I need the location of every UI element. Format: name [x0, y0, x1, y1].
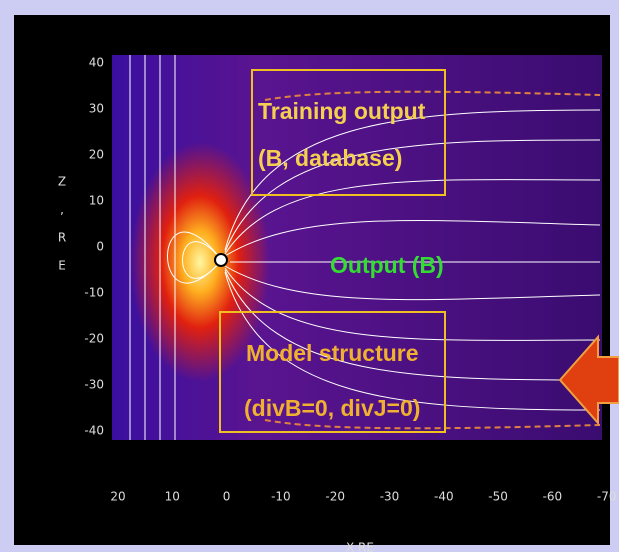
- model-text: Model structure: [246, 340, 419, 366]
- x-label: X RE: [346, 541, 374, 552]
- y-label: ,: [60, 203, 64, 217]
- slide: 40 30 20 10 0 -10 -20 -30 -40 20 10 0 -10 -20 -30 -40 -5…: [0, 0, 619, 552]
- training-text: (B, database): [258, 145, 402, 171]
- model-text: (divB=0, divJ=0): [244, 395, 420, 421]
- y-label: Z: [58, 175, 66, 189]
- y-tick-label: 0: [96, 240, 104, 254]
- x-tick-label: -40: [434, 490, 454, 504]
- x-tick-label: 20: [110, 490, 125, 504]
- y-tick-label: 10: [89, 194, 104, 208]
- y-label: E: [58, 259, 66, 273]
- y-tick-label: 40: [89, 56, 104, 70]
- x-tick-label: -20: [325, 490, 345, 504]
- x-tick-label: -60: [543, 490, 563, 504]
- x-tick-label: 0: [223, 490, 231, 504]
- earth: [215, 254, 227, 266]
- y-tick-label: -30: [84, 378, 104, 392]
- y-tick-label: -20: [84, 332, 104, 346]
- y-tick-label: -10: [84, 286, 104, 300]
- training-text: Training output: [258, 98, 426, 124]
- x-tick-label: -50: [488, 490, 508, 504]
- y-label: R: [58, 231, 66, 245]
- y-tick-label: 20: [89, 148, 104, 162]
- output-text: Output (B): [330, 252, 444, 278]
- x-tick-label: -70: [597, 490, 617, 504]
- y-tick-label: 30: [89, 102, 104, 116]
- y-tick-label: -40: [84, 424, 104, 438]
- x-tick-label: 10: [165, 490, 180, 504]
- x-tick-label: -30: [380, 490, 400, 504]
- x-tick-label: -10: [271, 490, 291, 504]
